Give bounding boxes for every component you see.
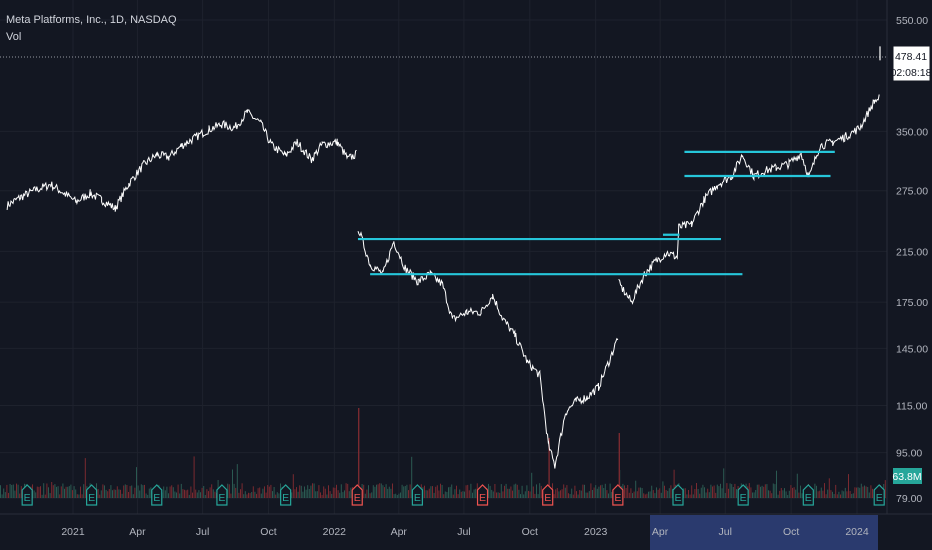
price-line [357, 231, 619, 469]
price-tick-label: 145.00 [896, 343, 928, 355]
price-tick-label: 275.00 [896, 186, 928, 198]
time-tick-label: Jul [719, 526, 732, 538]
volume-indicator-label[interactable]: Vol [6, 31, 22, 43]
trendlines [357, 150, 835, 276]
time-axis: 2021 Apr Jul Oct 2022 Apr Jul Oct 2023 Apr Jul Oct 2… [0, 513, 932, 550]
earnings-marker[interactable]: E [151, 484, 163, 506]
volume-spike [358, 408, 360, 498]
volume-badge: 63.8M [892, 468, 922, 484]
earnings-marker-label: E [88, 492, 95, 504]
earnings-marker-label: E [674, 492, 681, 504]
earnings-marker[interactable]: E [737, 484, 749, 506]
price-tick-label: 115.00 [896, 401, 927, 413]
time-tick-label: Apr [652, 526, 669, 538]
earnings-marker[interactable]: E [21, 484, 33, 506]
earnings-marker[interactable]: E [542, 484, 554, 506]
earnings-marker-label: E [24, 492, 31, 504]
time-tick-label: Oct [783, 526, 799, 538]
price-tick-label: 550.00 [896, 15, 928, 27]
price-tick-label: 350.00 [896, 126, 928, 138]
price-line [6, 108, 357, 212]
earnings-marker-label: E [282, 492, 289, 504]
earnings-marker-label: E [354, 492, 361, 504]
earnings-marker-label: E [479, 492, 486, 504]
price-line [618, 94, 880, 305]
earnings-marker-label: E [414, 492, 421, 504]
price-tick-label: 79.00 [896, 493, 922, 505]
last-volume-value: 63.8M [892, 471, 921, 483]
earnings-marker-label: E [218, 492, 225, 504]
price-series [6, 46, 881, 469]
time-tick-label: Jul [457, 526, 470, 538]
chart-legend: Meta Platforms, Inc., 1D, NASDAQ Vol [6, 12, 177, 46]
time-tick-label: Jul [196, 526, 209, 538]
time-tick-label: 2022 [323, 526, 347, 538]
earnings-marker[interactable]: E [672, 484, 684, 506]
time-tick-label: Oct [260, 526, 276, 538]
volume-spike [548, 438, 550, 498]
time-tick-label: Apr [129, 526, 146, 538]
price-axis: 550.00 350.00 275.00 215.00 175.00 145.00 115.… [886, 0, 928, 514]
earnings-marker-label: E [740, 492, 747, 504]
earnings-marker-label: E [876, 492, 883, 504]
bar-countdown: 02:08:18 [891, 67, 932, 79]
earnings-marker[interactable]: E [476, 484, 489, 506]
symbol-title[interactable]: Meta Platforms, Inc., 1D, NASDAQ [6, 14, 177, 26]
earnings-marker-label: E [153, 492, 160, 504]
earnings-marker[interactable]: E [612, 484, 624, 506]
earnings-marker[interactable]: E [86, 484, 98, 506]
earnings-marker[interactable]: E [411, 484, 423, 506]
time-tick-label: 2021 [61, 526, 85, 538]
earnings-marker-label: E [614, 492, 621, 504]
time-tick-label: Apr [391, 526, 408, 538]
last-price-value: 478.41 [895, 51, 927, 63]
time-tick-label: Oct [522, 526, 538, 538]
price-tick-label: 175.00 [896, 297, 928, 309]
earnings-marker[interactable]: E [351, 484, 363, 506]
time-tick-label: 2023 [584, 526, 608, 538]
price-tick-label: 215.00 [896, 246, 928, 258]
last-price-badge: 478.41 02:08:18 [891, 45, 932, 82]
earnings-marker[interactable]: E [873, 484, 885, 506]
earnings-marker[interactable]: E [216, 484, 228, 506]
earnings-marker[interactable]: E [280, 484, 292, 506]
volume-spike [618, 433, 620, 498]
earnings-marker[interactable]: E [802, 484, 814, 506]
earnings-marker-label: E [805, 492, 812, 504]
earnings-marker-label: E [544, 492, 551, 504]
time-tick-label: 2024 [845, 526, 869, 538]
price-tick-label: 95.00 [896, 448, 922, 460]
